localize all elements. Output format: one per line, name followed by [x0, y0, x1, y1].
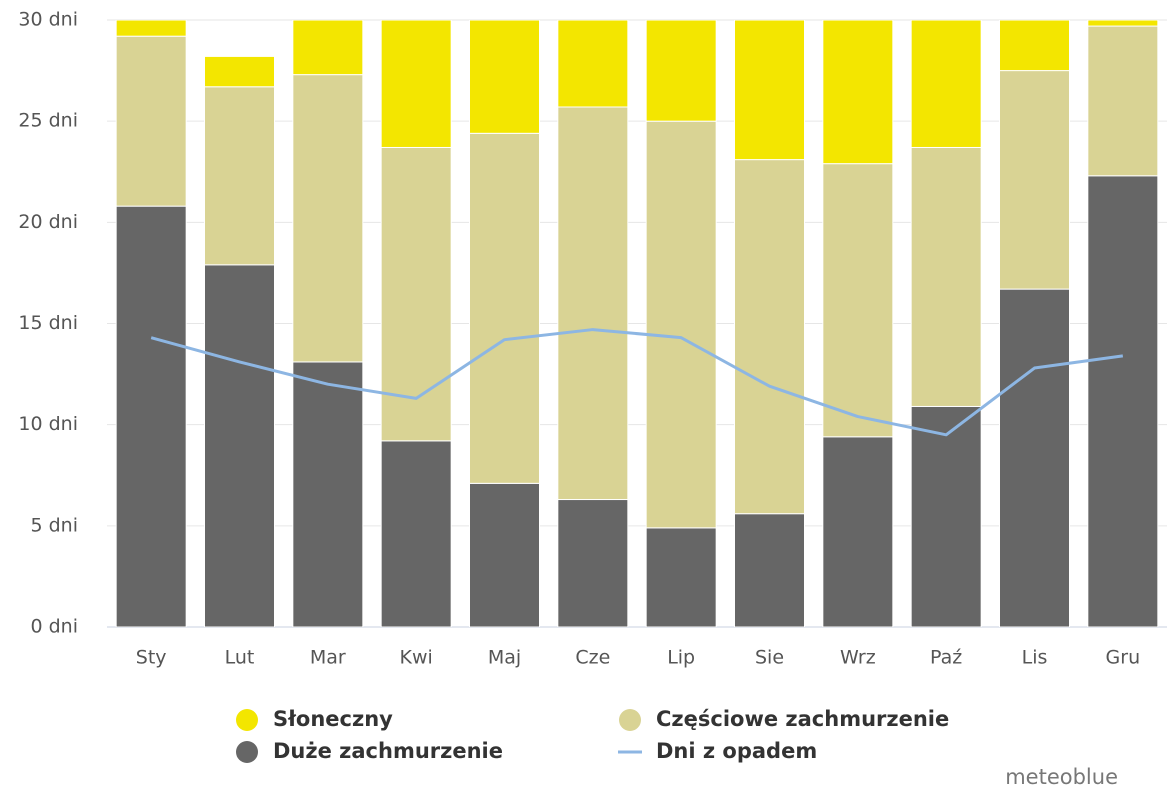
bar-segment	[999, 70, 1070, 290]
y-tick-label: 5 dni	[30, 514, 78, 536]
bar-segment	[204, 264, 275, 627]
x-tick-label: Paź	[930, 647, 962, 669]
bar-segment	[292, 74, 364, 363]
bar-segment	[645, 20, 717, 122]
x-tick-label: Mar	[310, 647, 346, 669]
line-series	[150, 328, 1124, 437]
bar-segment	[380, 20, 452, 148]
bar-segment	[557, 20, 629, 108]
bar-segment	[822, 20, 894, 165]
bar-segment	[204, 55, 275, 88]
bar-segment	[822, 163, 894, 438]
legend-swatch	[619, 709, 641, 731]
bar-segment	[557, 499, 629, 627]
bar-segment	[469, 132, 540, 484]
bar-segment	[1087, 25, 1159, 177]
y-tick-label: 25 dni	[18, 110, 78, 132]
x-tick-label: Maj	[488, 647, 521, 669]
bar-segment	[292, 361, 364, 627]
bar-segment	[115, 205, 187, 627]
bars	[115, 20, 1159, 627]
legend-label: Duże zachmurzenie	[273, 739, 503, 763]
bar-segment	[115, 35, 187, 207]
bar-segment	[999, 20, 1070, 72]
bar-segment	[999, 288, 1070, 627]
bar-segment	[1087, 175, 1159, 627]
y-tick-label: 10 dni	[18, 413, 78, 435]
bar-segment	[469, 20, 540, 134]
x-tick-label: Kwi	[400, 647, 433, 669]
x-tick-label: Sie	[755, 647, 784, 669]
bar-segment	[380, 440, 452, 627]
bar-segment	[115, 20, 187, 37]
x-tick-label: Wrz	[840, 647, 876, 669]
y-tick-label: 15 dni	[18, 312, 78, 334]
bar-segment	[910, 146, 982, 407]
x-tick-label: Cze	[575, 647, 610, 669]
bar-segment	[645, 120, 717, 529]
legend-label: Częściowe zachmurzenie	[656, 707, 949, 731]
legend-swatch	[236, 741, 258, 763]
legend-label: Słoneczny	[273, 707, 393, 731]
bar-segment	[557, 106, 629, 501]
bar-segment	[910, 405, 982, 627]
bar-segment	[734, 513, 805, 627]
y-tick-label: 0 dni	[30, 616, 78, 638]
bar-segment	[1087, 20, 1159, 27]
legend-label: Dni z opadem	[656, 739, 817, 763]
y-tick-label: 30 dni	[18, 9, 78, 31]
y-tick-label: 20 dni	[18, 211, 78, 233]
bar-segment	[822, 436, 894, 627]
bar-segment	[734, 20, 805, 161]
credit: meteoblue	[1005, 765, 1118, 789]
bar-segment	[645, 527, 717, 627]
x-tick-label: Lis	[1022, 647, 1048, 669]
legend-swatch	[236, 709, 258, 731]
bar-segment	[734, 159, 805, 515]
bar-segment	[910, 20, 982, 148]
bar-segment	[204, 86, 275, 266]
x-tick-label: Lut	[225, 647, 255, 669]
bar-segment	[292, 20, 364, 76]
bar-segment	[380, 146, 452, 442]
bar-segment	[469, 482, 540, 627]
x-tick-label: Gru	[1106, 647, 1141, 669]
x-tick-label: Sty	[136, 647, 167, 669]
x-tick-label: Lip	[667, 647, 695, 669]
